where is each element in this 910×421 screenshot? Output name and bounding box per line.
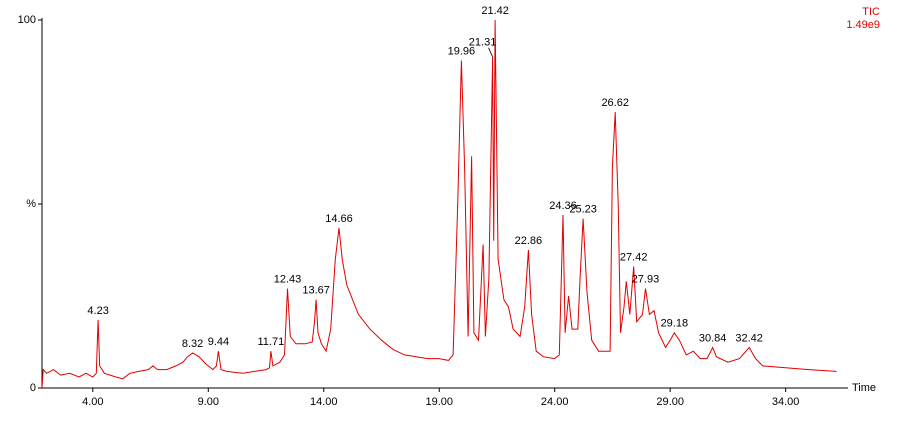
peak-label: 11.71 [258,336,285,348]
peak-label: 14.66 [325,213,353,225]
trace-name: TIC [862,6,880,18]
peak-label: 4.23 [87,305,108,317]
peak-label: 32.42 [735,332,763,344]
peak-label: 8.32 [182,338,203,350]
peak-label: 27.42 [620,251,648,263]
peak-label: 21.31 [469,37,497,49]
peak-label: 24.36 [549,200,577,212]
x-tick-label: 14.00 [310,396,338,408]
x-tick-label: 34.00 [772,396,800,408]
peak-label: 29.18 [661,318,689,330]
peak-label: 22.86 [515,235,543,247]
y-tick-label: 100 [18,14,36,26]
x-tick-label: 9.00 [198,396,219,408]
peak-label: 30.84 [699,332,727,344]
peak-label: 9.44 [208,336,229,348]
y-tick-label: % [26,198,36,210]
peak-label: 19.96 [448,45,476,57]
peak-label: 12.43 [274,274,302,286]
x-axis-label: Time [852,382,876,394]
x-tick-label: 24.00 [541,396,569,408]
peak-label: 21.42 [481,5,509,17]
intensity: 1.49e9 [846,19,880,31]
y-tick-label: 0 [30,382,36,394]
peak-label: 27.93 [632,274,660,286]
peak-label: 25.23 [569,204,597,216]
peak-leader [488,47,493,57]
tic-trace [41,19,837,389]
x-tick-label: 29.00 [656,396,684,408]
peak-label: 13.67 [302,285,330,297]
peak-label: 26.62 [601,97,629,109]
x-tick-label: 4.00 [82,396,103,408]
x-tick-label: 19.00 [425,396,453,408]
